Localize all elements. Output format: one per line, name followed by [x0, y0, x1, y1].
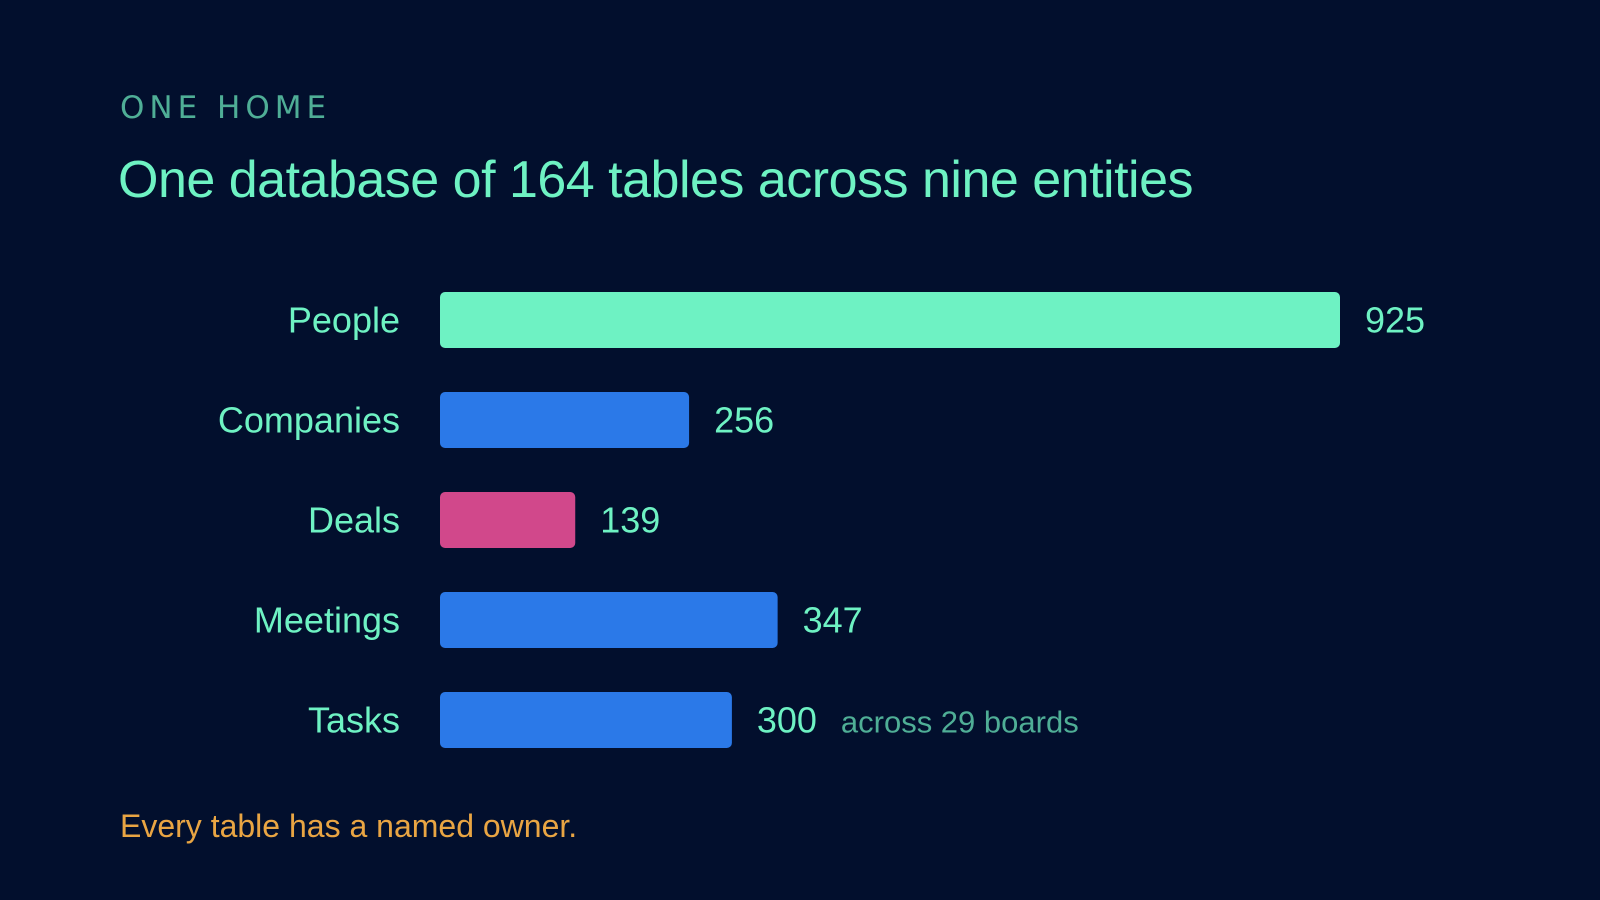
category-label-meetings: Meetings: [254, 600, 400, 641]
category-label-deals: Deals: [308, 500, 400, 541]
category-label-companies: Companies: [218, 400, 400, 441]
category-label-people: People: [288, 300, 400, 341]
annotation-tasks: across 29 boards: [841, 705, 1079, 740]
bar-meetings: [440, 592, 778, 648]
value-label-tasks: 300: [757, 700, 817, 741]
category-label-tasks: Tasks: [308, 700, 400, 741]
page-title: One database of 164 tables across nine e…: [118, 151, 1194, 209]
value-label-meetings: 347: [803, 600, 863, 641]
eyebrow-label: ONE HOME: [120, 90, 332, 126]
bar-deals: [440, 492, 576, 548]
bar-tasks: [440, 692, 732, 748]
value-label-deals: 139: [600, 500, 660, 541]
footer-note: Every table has a named owner.: [120, 808, 578, 844]
bar-companies: [440, 392, 690, 448]
bar-people: [440, 292, 1340, 348]
value-label-companies: 256: [714, 400, 774, 441]
value-label-people: 925: [1365, 300, 1425, 341]
